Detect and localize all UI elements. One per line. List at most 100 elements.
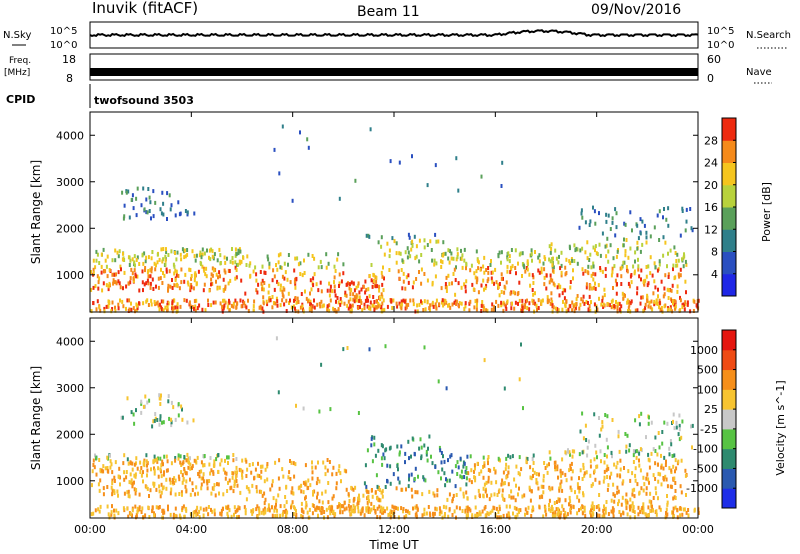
echo-cell xyxy=(464,284,467,289)
echo-cell xyxy=(153,454,156,459)
echo-cell xyxy=(390,510,393,514)
echo-cell xyxy=(489,510,492,515)
echo-cell xyxy=(446,478,449,483)
echo-cell xyxy=(616,305,619,309)
echo-cell xyxy=(423,345,426,350)
echo-cell xyxy=(274,505,277,510)
echo-cell xyxy=(312,276,315,281)
echo-cell xyxy=(587,301,589,305)
echo-cell xyxy=(554,465,556,469)
echo-cell xyxy=(532,275,535,280)
echo-cell xyxy=(423,245,426,250)
echo-cell xyxy=(228,478,231,483)
echo-cell xyxy=(490,276,493,281)
echo-cell xyxy=(373,435,376,440)
echo-cell xyxy=(448,507,451,512)
colorbar-tick-label: 4 xyxy=(711,268,718,281)
echo-cell xyxy=(440,286,443,291)
echo-cell xyxy=(140,203,143,208)
echo-cell xyxy=(232,304,235,309)
echo-cell xyxy=(507,465,510,470)
echo-cell xyxy=(328,303,331,308)
echo-cell xyxy=(307,252,310,257)
echo-cell xyxy=(333,275,336,280)
echo-cell xyxy=(560,270,563,275)
echo-cell xyxy=(153,300,156,304)
echo-cell xyxy=(103,269,106,273)
echo-cell xyxy=(531,273,534,278)
echo-cell xyxy=(264,509,267,514)
echo-cell xyxy=(466,454,469,459)
echo-cell xyxy=(668,466,671,471)
echo-cell xyxy=(320,299,323,304)
echo-cell xyxy=(528,307,531,312)
echo-cell xyxy=(658,305,661,310)
echo-cell xyxy=(658,238,661,242)
echo-cell xyxy=(103,306,106,311)
echo-cell xyxy=(380,490,383,495)
echo-cell xyxy=(211,273,214,278)
echo-cell xyxy=(554,306,557,311)
echo-cell xyxy=(237,248,240,253)
echo-cell xyxy=(685,510,688,515)
echo-cell xyxy=(606,475,609,479)
echo-cell xyxy=(291,198,294,203)
echo-cell xyxy=(576,247,579,252)
echo-cell xyxy=(596,307,599,312)
echo-cell xyxy=(647,264,650,269)
echo-cell xyxy=(305,500,308,505)
echo-cell xyxy=(636,482,639,487)
echo-cell xyxy=(364,279,367,284)
echo-cell xyxy=(495,280,498,285)
echo-cell xyxy=(377,240,380,245)
echo-cell xyxy=(464,304,467,309)
echo-cell xyxy=(186,248,189,252)
echo-cell xyxy=(571,469,574,474)
echo-cell xyxy=(187,465,190,470)
echo-cell xyxy=(144,268,146,273)
echo-cell xyxy=(203,463,206,468)
echo-cell xyxy=(146,463,148,468)
echo-cell xyxy=(611,220,614,225)
echo-cell xyxy=(397,269,400,274)
echo-cell xyxy=(167,399,170,404)
echo-cell xyxy=(669,439,672,443)
echo-cell xyxy=(569,463,572,468)
echo-cell xyxy=(468,506,471,511)
echo-cell xyxy=(521,274,523,278)
echo-cell xyxy=(395,506,398,511)
echo-cell xyxy=(114,258,117,263)
echo-cell xyxy=(318,499,321,504)
echo-cell xyxy=(512,511,514,516)
echo-cell xyxy=(395,251,398,256)
echo-cell xyxy=(357,496,360,501)
echo-cell xyxy=(177,200,180,205)
echo-cell xyxy=(598,416,600,420)
echo-cell xyxy=(558,488,561,493)
echo-cell xyxy=(327,500,330,505)
echo-cell xyxy=(411,436,414,441)
echo-cell xyxy=(113,508,115,513)
echo-cell xyxy=(504,467,507,472)
echo-cell xyxy=(129,512,132,517)
echo-cell xyxy=(191,249,194,254)
echo-cell xyxy=(429,303,432,308)
echo-cell xyxy=(233,479,236,484)
echo-cell xyxy=(594,248,596,253)
echo-cell xyxy=(279,265,282,270)
colorbar-segment xyxy=(722,369,736,390)
echo-cell xyxy=(383,456,386,461)
echo-cell xyxy=(639,231,642,236)
echo-cell xyxy=(381,510,383,515)
echo-cell xyxy=(157,276,160,281)
echo-cell xyxy=(419,437,422,442)
colorbar-frame xyxy=(721,329,737,509)
echo-cell xyxy=(122,251,124,256)
echo-cell xyxy=(200,262,203,267)
echo-cell xyxy=(335,486,338,491)
echo-cell xyxy=(159,207,162,212)
echo-cell xyxy=(607,249,610,254)
colorbar-segment xyxy=(722,140,736,163)
echo-cell xyxy=(576,495,579,500)
echo-cell xyxy=(398,301,401,306)
